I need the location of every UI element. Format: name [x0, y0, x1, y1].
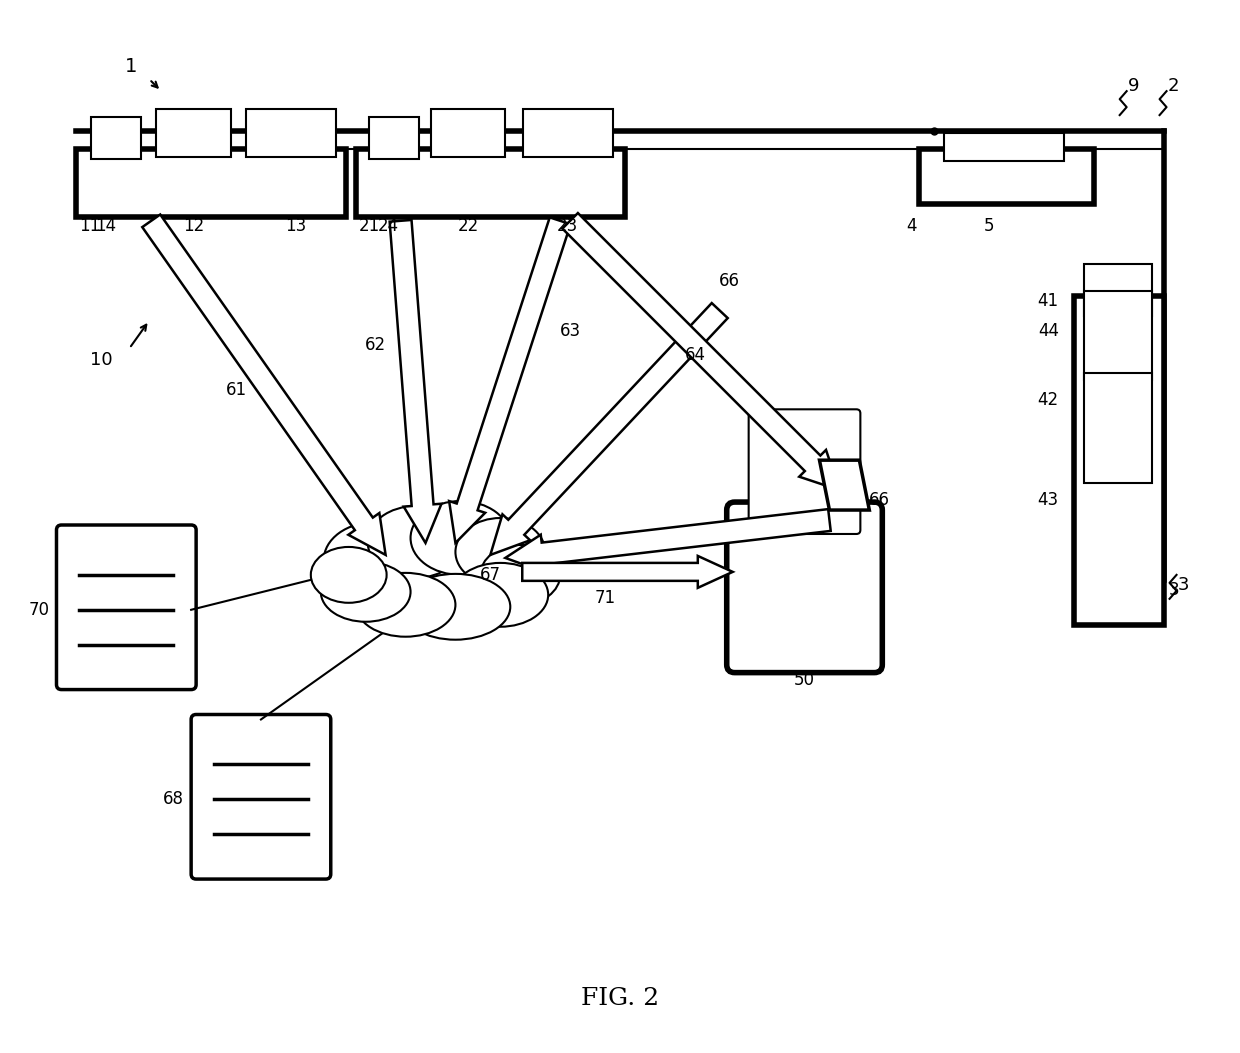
Text: 9: 9: [1128, 77, 1140, 95]
Polygon shape: [389, 220, 441, 543]
Text: 4: 4: [906, 217, 916, 235]
Ellipse shape: [368, 506, 464, 578]
Bar: [246, 110, 336, 157]
Polygon shape: [490, 303, 728, 555]
Ellipse shape: [410, 501, 511, 575]
FancyBboxPatch shape: [749, 410, 861, 534]
Text: 67: 67: [480, 565, 501, 583]
Ellipse shape: [324, 522, 428, 598]
Ellipse shape: [311, 547, 387, 602]
Text: 11: 11: [79, 217, 100, 235]
Text: 13: 13: [285, 217, 306, 235]
Text: 41: 41: [1038, 292, 1059, 310]
Text: 71: 71: [594, 589, 615, 607]
Text: 23: 23: [557, 217, 578, 235]
FancyBboxPatch shape: [727, 502, 883, 673]
Ellipse shape: [453, 563, 548, 627]
Text: 3: 3: [1168, 581, 1179, 599]
Polygon shape: [522, 556, 733, 588]
Bar: [368, 117, 419, 159]
Polygon shape: [506, 509, 831, 573]
Text: 50: 50: [794, 671, 815, 689]
Text: 2: 2: [1168, 77, 1179, 95]
Text: 63: 63: [560, 321, 582, 339]
Bar: [92, 117, 141, 159]
Bar: [523, 110, 613, 157]
Text: 70: 70: [29, 601, 50, 619]
Bar: [1084, 291, 1152, 380]
Polygon shape: [563, 213, 839, 490]
Text: FIG. 2: FIG. 2: [580, 988, 660, 1010]
Text: 62: 62: [365, 337, 386, 355]
Bar: [77, 148, 346, 217]
Text: 64: 64: [684, 346, 706, 364]
Ellipse shape: [401, 574, 511, 640]
Text: 68: 68: [164, 791, 185, 809]
Bar: [1084, 263, 1152, 316]
Text: 43: 43: [1038, 491, 1059, 509]
Text: 21: 21: [358, 217, 379, 235]
Bar: [944, 133, 1064, 161]
Ellipse shape: [356, 573, 455, 637]
Bar: [919, 148, 1094, 204]
Text: 22: 22: [458, 217, 479, 235]
Polygon shape: [820, 460, 869, 510]
Bar: [156, 110, 231, 157]
Polygon shape: [143, 215, 386, 555]
Text: 10: 10: [91, 352, 113, 370]
Text: 61: 61: [226, 381, 247, 399]
Ellipse shape: [480, 545, 560, 604]
Text: 24: 24: [378, 217, 399, 235]
Text: 14: 14: [94, 217, 115, 235]
Text: 1: 1: [125, 57, 138, 76]
Bar: [1084, 374, 1152, 483]
Polygon shape: [449, 217, 570, 543]
Text: 5: 5: [983, 217, 994, 235]
Text: 3: 3: [1178, 576, 1189, 594]
Text: 42: 42: [1038, 392, 1059, 410]
FancyBboxPatch shape: [57, 525, 196, 690]
Text: 66: 66: [869, 491, 890, 509]
Bar: [1074, 296, 1163, 624]
FancyBboxPatch shape: [191, 715, 331, 879]
Text: 12: 12: [184, 217, 205, 235]
Text: 44: 44: [1038, 321, 1059, 339]
Bar: [356, 148, 625, 217]
Ellipse shape: [321, 562, 410, 621]
Text: 66: 66: [719, 272, 740, 290]
Bar: [430, 110, 506, 157]
Ellipse shape: [455, 518, 546, 585]
